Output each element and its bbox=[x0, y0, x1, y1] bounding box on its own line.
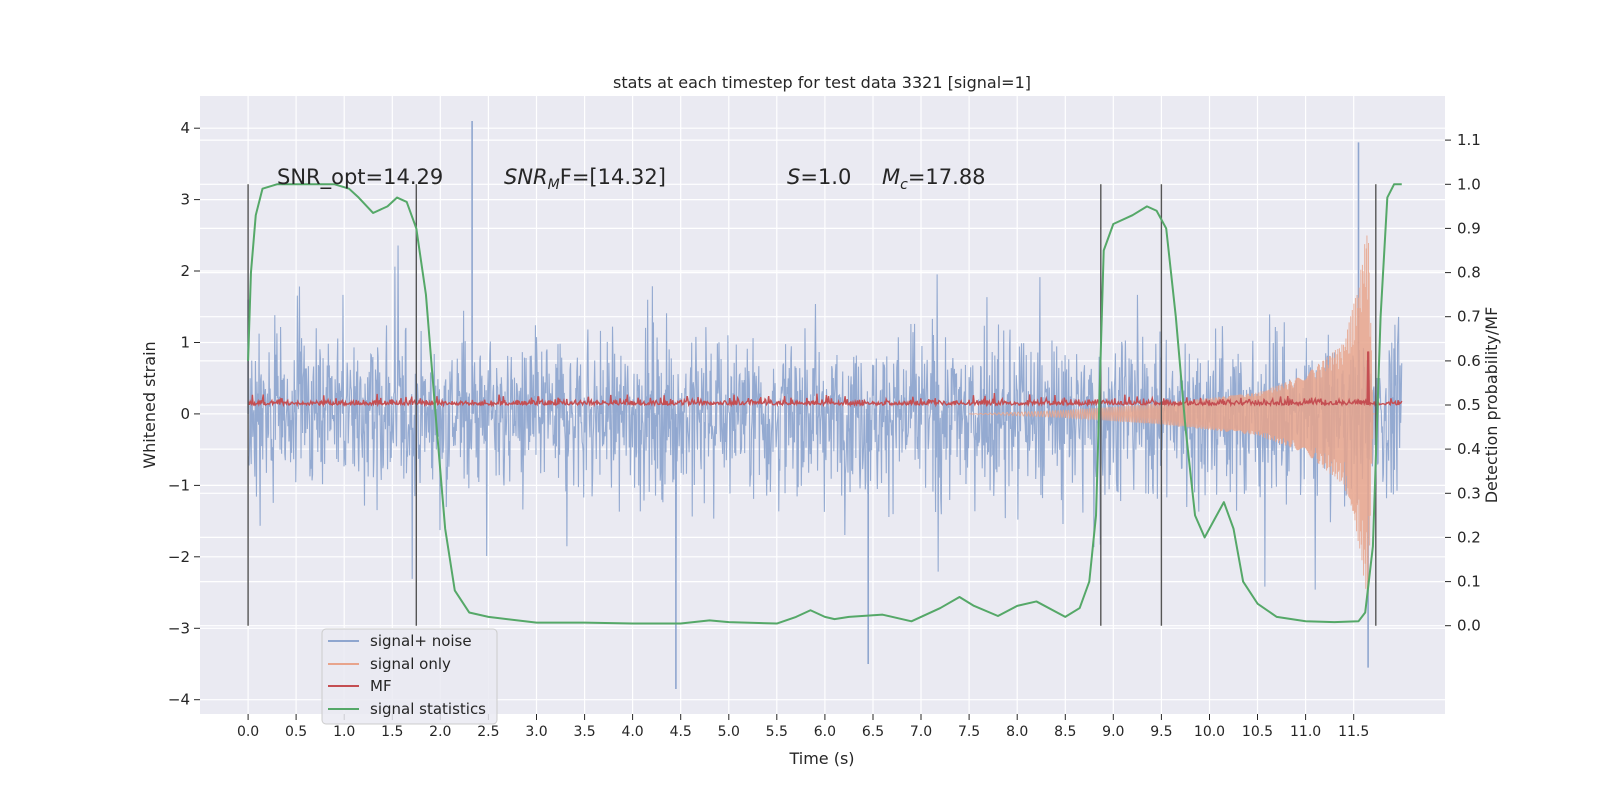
annotation-snr-opt: SNR_opt=14.29 bbox=[277, 165, 443, 190]
y-tick-label: −2 bbox=[168, 548, 190, 566]
x-tick-label: 4.0 bbox=[621, 724, 643, 740]
legend-frame bbox=[321, 628, 498, 725]
legend-item-signal-only: signal only bbox=[328, 655, 451, 673]
annotation-snr-mf-subscript: M bbox=[548, 177, 560, 193]
x-tick-label: 5.0 bbox=[718, 724, 740, 740]
x-tick-label: 10.5 bbox=[1242, 724, 1273, 740]
x-tick-label: 6.0 bbox=[814, 724, 836, 740]
legend-label-signal-only: signal only bbox=[370, 655, 451, 673]
annotation-s-symbol: S bbox=[787, 165, 800, 189]
series-signal-only bbox=[969, 235, 1375, 596]
mf-trace bbox=[247, 351, 1403, 408]
x-tick-label: 8.0 bbox=[1006, 724, 1028, 740]
y2-tick-label: 0.1 bbox=[1457, 573, 1481, 591]
series-signal-statistics bbox=[247, 183, 1402, 625]
legend-label-signal-noise: signal+ noise bbox=[370, 632, 472, 650]
x-tick-label: 11.5 bbox=[1338, 724, 1369, 740]
x-tick-label: 8.5 bbox=[1054, 724, 1076, 740]
x-axis-label: Time (s) bbox=[788, 749, 854, 768]
y-tick-label: 2 bbox=[180, 262, 190, 280]
y-tick-label: 4 bbox=[180, 119, 190, 137]
x-axis-ticks: 0.0 0.5 1.0 1.5 2.0 2.5 3.0 3.5 4.0 4.5 5.0 5.5 6.0 6… bbox=[237, 714, 1369, 740]
y2-tick-label: 0.6 bbox=[1457, 352, 1481, 370]
x-tick-label: 2.0 bbox=[429, 724, 451, 740]
y2-tick-label: 0.2 bbox=[1457, 528, 1481, 546]
x-tick-label: 6.5 bbox=[862, 724, 884, 740]
y2-tick-label: 0.4 bbox=[1457, 440, 1481, 458]
y-tick-label: 3 bbox=[180, 191, 190, 209]
y2-tick-label: 0.5 bbox=[1457, 396, 1481, 414]
x-tick-label: 1.5 bbox=[381, 724, 403, 740]
annotations: SNR_opt=14.29 SNRMF=[14.32] S=1.0 Mc=17.… bbox=[277, 165, 986, 193]
x-tick-label: 7.5 bbox=[958, 724, 980, 740]
x-tick-label: 11.0 bbox=[1290, 724, 1321, 740]
y2-tick-label: 0.3 bbox=[1457, 484, 1481, 502]
x-tick-label: 5.5 bbox=[766, 724, 788, 740]
annotation-mc-symbol: M bbox=[882, 165, 900, 189]
annotation-snr-mf: SNRMF=[14.32] bbox=[504, 165, 666, 193]
x-tick-label: 7.0 bbox=[910, 724, 932, 740]
x-tick-label: 9.0 bbox=[1102, 724, 1124, 740]
legend-label-signal-statistics: signal statistics bbox=[370, 700, 486, 718]
annotation-snr-mf-symbol: SNR bbox=[504, 165, 548, 189]
y2-tick-label: 0.9 bbox=[1457, 219, 1481, 237]
y2-tick-label: 0.7 bbox=[1457, 308, 1481, 326]
y2-axis-label: Detection probability/MF bbox=[1482, 307, 1501, 504]
legend-item-signal-statistics: signal statistics bbox=[328, 700, 486, 718]
y2-tick-label: 1.0 bbox=[1457, 175, 1481, 193]
x-tick-label: 10.0 bbox=[1194, 724, 1225, 740]
series-mf bbox=[247, 351, 1403, 408]
annotation-mc-subscript: c bbox=[900, 177, 908, 193]
annotation-mc: Mc=17.88 bbox=[882, 165, 986, 193]
y-axis-label: Whitened strain bbox=[140, 341, 159, 468]
signal-chirp bbox=[969, 235, 1375, 596]
annotation-s: S=1.0 bbox=[787, 165, 851, 189]
annotation-snr-mf-value: F=[14.32] bbox=[560, 165, 666, 189]
x-tick-label: 0.0 bbox=[237, 724, 259, 740]
y2-tick-label: 0.8 bbox=[1457, 264, 1481, 282]
y-tick-label: −4 bbox=[168, 691, 190, 709]
chart-title: stats at each timestep for test data 332… bbox=[613, 73, 1031, 92]
y2-axis-ticks: 1.1 1.0 0.9 0.8 0.7 0.6 0.5 0.4 0.3 0.2 0.1 0.0 bbox=[1445, 131, 1481, 635]
legend-item-mf: MF bbox=[328, 677, 392, 695]
y-axis-ticks: 4 3 2 1 0 −1 −2 −3 −4 bbox=[168, 119, 200, 709]
annotation-s-value: =1.0 bbox=[800, 165, 851, 189]
vertical-markers bbox=[247, 184, 1377, 626]
x-tick-label: 2.5 bbox=[477, 724, 499, 740]
y-tick-label: −3 bbox=[168, 619, 190, 637]
legend-label-mf: MF bbox=[370, 677, 392, 695]
x-tick-label: 9.5 bbox=[1150, 724, 1172, 740]
y2-tick-label: 0.0 bbox=[1457, 617, 1481, 635]
y-tick-label: 0 bbox=[180, 405, 190, 423]
x-tick-label: 3.0 bbox=[525, 724, 547, 740]
y-tick-label: 1 bbox=[180, 334, 190, 352]
y2-tick-label: 1.1 bbox=[1457, 131, 1481, 149]
legend: signal+ noise signal only MF signal stat… bbox=[321, 628, 498, 725]
x-tick-label: 1.0 bbox=[333, 724, 355, 740]
x-tick-label: 3.5 bbox=[573, 724, 595, 740]
x-tick-label: 0.5 bbox=[285, 724, 307, 740]
y-tick-label: −1 bbox=[168, 476, 190, 494]
legend-item-signal-noise: signal+ noise bbox=[328, 632, 472, 650]
x-tick-label: 4.5 bbox=[670, 724, 692, 740]
statistics-line bbox=[247, 183, 1402, 625]
annotation-mc-value: =17.88 bbox=[908, 165, 986, 189]
